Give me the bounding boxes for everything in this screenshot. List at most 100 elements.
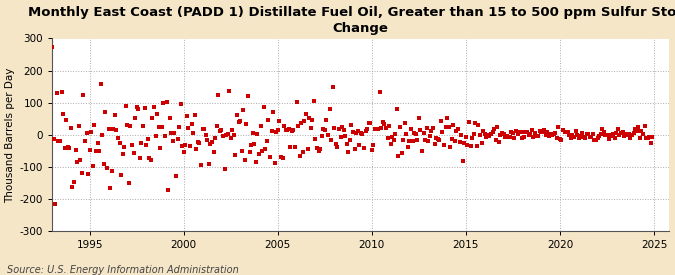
Point [138, 123, 148, 128]
Point [583, 132, 593, 136]
Point [254, 152, 265, 156]
Point [340, 133, 350, 138]
Point [524, 132, 535, 137]
Point [479, 132, 490, 136]
Point [122, 123, 133, 128]
Point [103, 127, 114, 131]
Point [545, 131, 556, 136]
Point [234, 119, 244, 124]
Point [585, 134, 595, 139]
Point [619, 134, 630, 139]
Point [106, 169, 117, 173]
Point [406, 127, 416, 131]
Point [407, 139, 418, 143]
Point [485, 132, 496, 137]
Point [155, 146, 165, 150]
Point [78, 93, 89, 97]
Point [324, 107, 335, 111]
Point [261, 138, 272, 143]
Point [80, 139, 90, 143]
Point [161, 100, 172, 104]
Point [72, 160, 82, 165]
Point [279, 123, 290, 128]
Point [346, 123, 357, 127]
Point [573, 136, 584, 140]
Point [502, 133, 512, 138]
Point [127, 143, 138, 148]
Point [471, 144, 482, 148]
Point [317, 134, 327, 138]
Point [597, 127, 608, 131]
Point [415, 128, 426, 132]
Point [446, 136, 457, 141]
Point [381, 125, 392, 130]
Point [465, 144, 476, 148]
Point [500, 135, 510, 139]
Point [308, 99, 319, 103]
Point [467, 136, 478, 141]
Point [526, 128, 537, 132]
Point [74, 124, 84, 128]
Point [387, 135, 398, 140]
Point [273, 128, 284, 133]
Point [330, 142, 341, 147]
Point [595, 131, 606, 136]
Point [420, 138, 431, 142]
Point [207, 140, 217, 144]
Point [398, 138, 408, 142]
Point [354, 142, 364, 147]
Point [439, 143, 450, 147]
Point [186, 122, 197, 126]
Point [113, 136, 124, 140]
Point [230, 153, 241, 158]
Point [612, 127, 623, 131]
Point [409, 131, 420, 135]
Point [236, 149, 247, 153]
Point [100, 110, 111, 115]
Point [260, 147, 271, 151]
Point [178, 150, 189, 154]
Point [242, 94, 253, 98]
Point [247, 131, 258, 135]
Point [269, 161, 280, 166]
Point [244, 150, 255, 155]
Point [163, 187, 173, 192]
Point [382, 136, 393, 141]
Point [462, 143, 473, 147]
Point [312, 146, 323, 150]
Point [150, 134, 161, 139]
Point [274, 119, 285, 123]
Point [630, 127, 641, 131]
Point [431, 135, 441, 140]
Point [198, 127, 209, 131]
Point [139, 106, 150, 110]
Point [263, 118, 274, 123]
Point [536, 130, 547, 134]
Point [553, 125, 564, 129]
Point [88, 164, 99, 169]
Point [556, 137, 567, 142]
Point [176, 102, 186, 106]
Point [76, 171, 87, 175]
Point [101, 166, 112, 170]
Point [296, 121, 306, 125]
Point [454, 140, 465, 144]
Point [425, 134, 435, 138]
Point [551, 136, 562, 140]
Point [97, 133, 108, 138]
Point [434, 138, 445, 142]
Point [222, 131, 233, 136]
Point [558, 128, 568, 133]
Point [196, 163, 207, 167]
Point [351, 131, 362, 135]
Point [182, 114, 192, 118]
Point [349, 147, 360, 151]
Point [55, 139, 65, 144]
Point [367, 148, 377, 153]
Point [562, 130, 573, 134]
Point [453, 126, 464, 131]
Point [643, 136, 653, 140]
Point [172, 137, 183, 142]
Point [216, 128, 227, 133]
Point [169, 131, 180, 135]
